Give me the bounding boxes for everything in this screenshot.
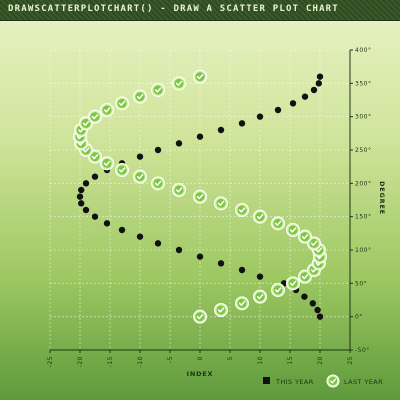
this-year-point: [316, 73, 324, 80]
y-tick-label: 400°: [355, 47, 371, 54]
last-year-point-check-icon: [271, 283, 285, 297]
last-year-point-check-icon: [172, 183, 186, 197]
last-year-point-check-icon: [172, 76, 186, 91]
x-tick-label: -20: [77, 356, 84, 367]
legend-last-year-label: LAST YEAR: [344, 378, 383, 386]
y-tick-label: 300°: [355, 114, 371, 121]
last-year-point-check-icon: [286, 223, 300, 237]
last-year-point-check-icon: [115, 163, 129, 177]
last-year-point-check-icon: [286, 276, 300, 291]
x-tick-label: 10: [257, 356, 264, 365]
this-year-point: [274, 106, 282, 114]
chart-title: drawScatterPlotChart() - Draw a scatter …: [8, 4, 339, 14]
this-year-point: [310, 86, 318, 94]
this-year-point: [238, 120, 246, 127]
this-year-point: [196, 253, 204, 260]
y-tick-label: 250°: [355, 147, 371, 154]
this-year-point: [175, 140, 183, 147]
this-year-point: [289, 100, 297, 107]
y-axis-ticks: -50° 0° 50° 100° 150° 200° 250° 300° 350° 400°: [350, 47, 371, 354]
last-year-point-check-icon: [133, 169, 147, 184]
this-year-point: [309, 300, 316, 307]
x-axis-label: INDEX: [187, 370, 214, 378]
this-year-point: [256, 273, 264, 280]
x-tick-label: -15: [107, 356, 114, 367]
y-tick-label: -50°: [355, 347, 370, 354]
legend-this-year-label: THIS YEAR: [275, 378, 314, 386]
y-tick-label: 150°: [355, 214, 371, 221]
y-tick-label: 350°: [355, 80, 371, 87]
this-year-point: [315, 80, 322, 87]
this-year-point: [238, 266, 246, 274]
last-year-point-check-icon: [307, 236, 321, 251]
this-year-point: [154, 240, 162, 247]
last-year-point-check-icon: [193, 189, 207, 204]
last-year-point-check-icon: [193, 309, 207, 324]
this-year-point: [217, 126, 225, 134]
last-year-point-check-icon: [214, 303, 228, 317]
this-year-point: [196, 133, 204, 140]
this-year-point: [78, 200, 85, 207]
last-year-point-check-icon: [298, 229, 312, 244]
last-year-point-check-icon: [253, 209, 267, 224]
legend-this-year-swatch: [263, 377, 270, 384]
title-bar: drawScatterPlotChart() - Draw a scatter …: [0, 0, 400, 21]
this-year-point: [118, 226, 126, 234]
last-year-point-check-icon: [214, 196, 228, 211]
this-year-point: [301, 93, 309, 100]
this-year-point: [103, 220, 111, 227]
last-year-point-check-icon: [100, 103, 114, 117]
this-year-point: [301, 293, 308, 300]
this-year-point: [175, 246, 183, 254]
y-tick-label: 0°: [355, 314, 363, 321]
legend-last-year-swatch: [326, 374, 340, 388]
last-year-point-check-icon: [88, 109, 102, 124]
y-tick-label: 200°: [355, 180, 371, 187]
series-last-year: [73, 69, 327, 324]
x-tick-label: 25: [347, 356, 354, 365]
this-year-point: [136, 153, 144, 160]
x-tick-label: -10: [137, 356, 144, 367]
this-year-point: [78, 186, 85, 194]
last-year-point-check-icon: [133, 89, 147, 104]
x-tick-label: 20: [317, 356, 324, 365]
last-year-point-check-icon: [115, 96, 129, 111]
this-year-point: [154, 146, 162, 154]
last-year-point-check-icon: [235, 296, 249, 311]
this-year-point: [82, 206, 90, 214]
y-tick-label: 50°: [355, 280, 367, 287]
last-year-point-check-icon: [151, 176, 165, 191]
this-year-point: [82, 180, 90, 187]
x-tick-label: 0: [197, 356, 204, 360]
x-tick-label: -5: [167, 356, 174, 363]
x-tick-label: -25: [47, 356, 54, 367]
last-year-point-check-icon: [193, 69, 207, 84]
x-tick-label: 5: [227, 356, 234, 360]
y-axis-label: DEGREE: [378, 181, 386, 215]
this-year-point: [136, 233, 144, 240]
this-year-point: [314, 306, 321, 314]
y-tick-label: 100°: [355, 247, 371, 254]
this-year-point: [76, 193, 84, 200]
this-year-point: [316, 313, 324, 320]
last-year-point-check-icon: [100, 156, 114, 171]
last-year-point-check-icon: [235, 203, 249, 217]
last-year-point-check-icon: [253, 289, 267, 304]
last-year-point-check-icon: [271, 216, 285, 231]
this-year-point: [91, 213, 99, 220]
this-year-point: [91, 173, 99, 180]
legend: THIS YEAR LAST YEAR: [263, 374, 383, 388]
this-year-point: [256, 113, 264, 120]
x-axis-ticks: -25 -20 -15 -10 -5 0 5 10 15 20 25: [47, 350, 354, 367]
x-tick-label: 15: [287, 356, 294, 365]
this-year-point: [217, 260, 225, 267]
last-year-point-check-icon: [151, 83, 165, 97]
